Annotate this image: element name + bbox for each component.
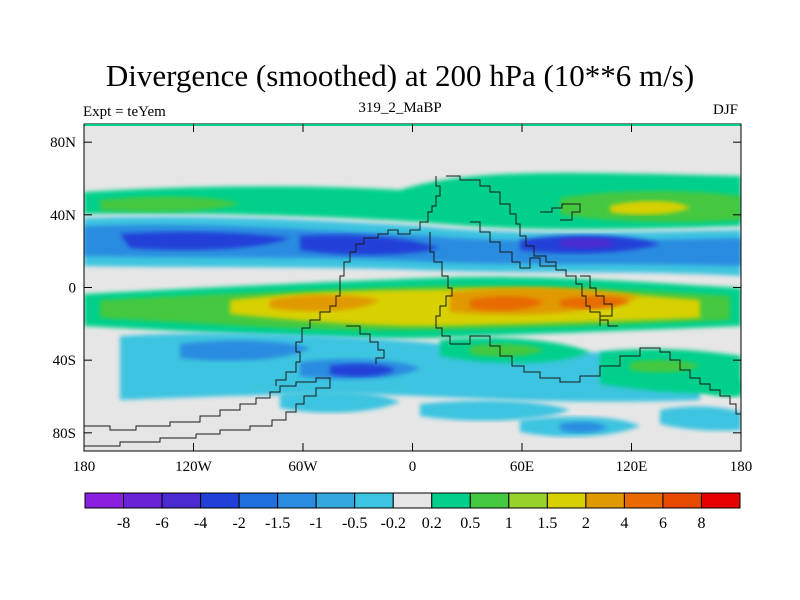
x-tick-label: 60E <box>510 459 534 475</box>
colorbar-label: -0.5 <box>342 515 367 532</box>
colorbar: -8 -6 -4 -2 -1.5 -1 -0.5 -0.2 0.2 0.5 1 1.5 2 4 6 8 <box>84 492 741 532</box>
far-south-patch-2 <box>420 400 570 421</box>
far-south-patch-4 <box>660 406 741 431</box>
colorbar-swatch <box>84 492 125 509</box>
y-tick-label: 80N <box>50 135 76 151</box>
colorbar-swatch <box>277 492 317 509</box>
colorbar-label: -2 <box>232 515 245 532</box>
colorbar-label: 0.5 <box>460 515 480 532</box>
colorbar-swatch <box>585 492 625 509</box>
colorbar-label: -1 <box>310 515 323 532</box>
colorbar-swatch <box>238 492 279 509</box>
colorbar-label: 6 <box>659 515 667 532</box>
x-tick-label: 180 <box>730 459 753 475</box>
colorbar-swatch <box>123 492 163 509</box>
north-yellow-patch <box>610 200 690 215</box>
colorbar-label: 8 <box>697 515 705 532</box>
x-axis: 180 120W 60W 0 60E 120E 180 <box>73 124 753 475</box>
colorbar-label: -6 <box>155 515 168 532</box>
colorbar-swatch <box>508 492 548 509</box>
south-lime-patch-1 <box>470 343 545 357</box>
coastline-south-east <box>450 335 741 415</box>
x-tick-label: 180 <box>73 459 96 475</box>
equatorial-red-core <box>470 296 545 311</box>
coastlines <box>84 175 741 447</box>
colorbar-swatch <box>392 492 433 509</box>
colorbar-swatch <box>546 492 587 509</box>
coastline-antarctic-south <box>84 434 197 447</box>
north-lime-patch <box>100 196 240 212</box>
equatorial-orange-west <box>270 294 380 312</box>
colorbar-label: -1.5 <box>265 515 290 532</box>
coastline-africa-arm <box>346 325 385 364</box>
south-deep-blue-patch <box>330 363 395 377</box>
colorbar-label: 2 <box>582 515 590 532</box>
coastline-interior <box>429 232 453 344</box>
run-label: 319_2_MaBP <box>358 100 442 116</box>
x-tick-label: 120W <box>175 459 213 475</box>
coastline-east-south <box>580 275 613 326</box>
far-south-patch-5 <box>700 377 741 397</box>
colorbar-label: 4 <box>620 515 628 532</box>
colorbar-swatch <box>431 492 471 509</box>
colorbar-swatch <box>662 492 702 509</box>
colorbar-label: -8 <box>117 515 130 532</box>
x-tick-label: 60W <box>288 459 318 475</box>
y-tick-label: 40N <box>50 208 76 224</box>
far-south-patch-1 <box>280 391 400 413</box>
colorbar-swatch <box>700 492 741 509</box>
subtropic-deep-blue-2 <box>300 234 440 255</box>
field-layers <box>84 172 741 437</box>
colorbar-swatch <box>469 492 510 509</box>
colorbar-label: 1.5 <box>537 515 557 532</box>
x-tick-label: 120E <box>616 459 648 475</box>
colorbar-swatch <box>161 492 202 509</box>
x-tick-label: 0 <box>409 459 417 475</box>
coastline-antarctic <box>84 377 331 435</box>
subtropic-deep-blue-1 <box>120 231 290 250</box>
chart-title: Divergence (smoothed) at 200 hPa (10**6 … <box>105 58 695 93</box>
coastline-north-continent <box>275 176 441 386</box>
coastline-africa-west <box>446 175 618 327</box>
colorbar-label: 1 <box>505 515 513 532</box>
experiment-label: Expt = teYem <box>83 104 166 120</box>
colorbar-swatch <box>315 492 356 509</box>
colorbar-swatch <box>623 492 664 509</box>
y-tick-label: 80S <box>53 426 76 442</box>
season-label: DJF <box>712 102 738 118</box>
colorbar-label: 0.2 <box>422 515 442 532</box>
colorbar-swatch <box>200 492 240 509</box>
y-tick-label: 0 <box>69 281 77 297</box>
far-south-blue-spot <box>560 421 608 433</box>
colorbar-label: -4 <box>194 515 207 532</box>
colorbar-swatch <box>354 492 394 509</box>
coastline-northeast <box>540 203 581 221</box>
y-tick-label: 40S <box>53 353 76 369</box>
y-axis: 80N 40N 0 40S 80S <box>50 135 741 442</box>
colorbar-label: -0.2 <box>381 515 406 532</box>
south-lime-patch-2 <box>630 359 700 373</box>
south-blue-patch-1 <box>180 340 310 361</box>
subtropic-purple-core <box>560 237 618 249</box>
coastline-east-block <box>470 221 556 269</box>
